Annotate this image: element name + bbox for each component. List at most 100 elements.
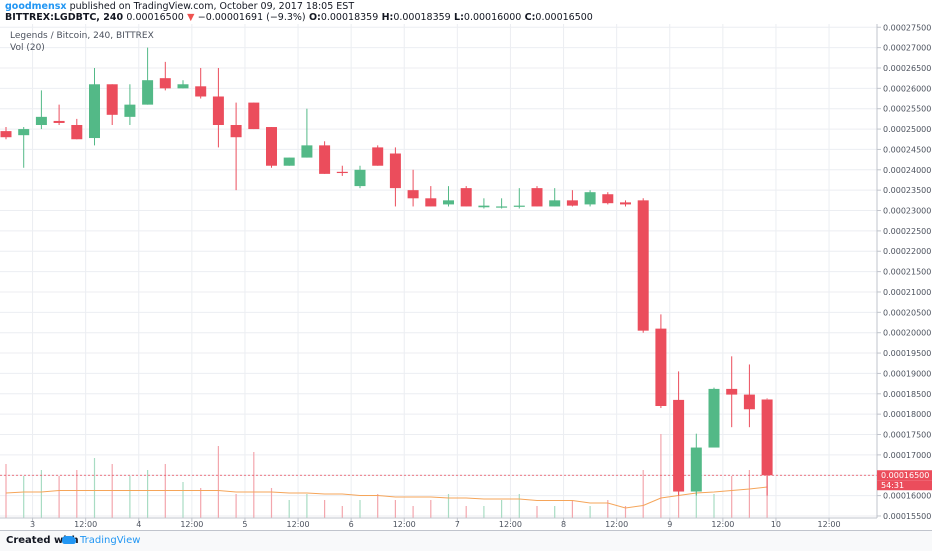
- candle-body: [124, 104, 136, 117]
- candle-body: [159, 78, 171, 89]
- published-text: published on TradingView.com, October 09…: [66, 1, 355, 12]
- candle-body: [584, 192, 596, 205]
- time-tick-label: 10: [771, 520, 781, 529]
- price-tick-label: 0.00024000: [883, 166, 931, 175]
- price-tick-label: 0.00018000: [883, 410, 931, 419]
- candle-body: [266, 127, 277, 166]
- candle-body: [354, 169, 366, 187]
- candle-body: [443, 200, 454, 205]
- candle-body: [212, 96, 224, 125]
- time-tick-label: 12:00: [711, 520, 734, 529]
- price-tick-label: 0.00016000: [883, 492, 931, 501]
- price-tick-label: 0.00023000: [883, 207, 931, 216]
- open-value: 0.00018359: [320, 12, 379, 23]
- candle-body: [283, 157, 295, 166]
- candle-body: [425, 198, 437, 207]
- candle-body: [372, 147, 384, 166]
- price-tick-label: 0.00025500: [883, 105, 931, 114]
- candle-body: [708, 388, 720, 448]
- open-label: O:: [308, 12, 321, 23]
- price-tick-label: 0.00024500: [883, 145, 931, 154]
- candle-body: [690, 447, 702, 492]
- candle-body: [53, 120, 65, 123]
- candle-body: [407, 190, 419, 199]
- grid: [0, 24, 877, 518]
- tradingview-logo-icon: [62, 536, 76, 544]
- candle-body: [177, 84, 189, 89]
- symbol-line: BITTREX:LGDBTC, 240 0.00016500 ▼ −0.0000…: [5, 12, 593, 23]
- time-tick-label: 12:00: [499, 520, 522, 529]
- tradingview-link[interactable]: TradingView: [80, 535, 141, 546]
- down-arrow-icon: ▼: [187, 12, 195, 23]
- price-tick-label: 0.00021500: [883, 268, 931, 277]
- price-tick-label: 0.00025000: [883, 125, 931, 134]
- candle-body: [230, 124, 242, 138]
- candle-body: [0, 131, 12, 138]
- candle-body: [549, 200, 561, 207]
- countdown-label: 54:31: [881, 481, 904, 490]
- low-value: 0.00016000: [463, 12, 522, 23]
- high-value: 0.00018359: [393, 12, 451, 23]
- symbol-label: BITTREX:LGDBTC, 240: [5, 12, 124, 23]
- candle-body: [195, 86, 207, 97]
- time-tick-label: 3: [30, 520, 35, 529]
- last-price-text: 0.00016500: [126, 12, 184, 23]
- price-tick-label: 0.00019500: [883, 349, 931, 358]
- candle-body: [248, 102, 260, 130]
- price-axis: 0.00027500 0.00027000 0.00026500 0.00026000…: [877, 23, 931, 521]
- time-tick-label: 7: [455, 520, 460, 529]
- candle-body: [71, 124, 83, 140]
- chart-title: Legends / Bitcoin, 240, BITTREX: [10, 31, 154, 41]
- price-tick-label: 0.00020500: [883, 308, 931, 317]
- time-tick-label: 12:00: [818, 520, 841, 529]
- time-tick-label: 5: [242, 520, 247, 529]
- candle-body: [89, 84, 100, 139]
- price-chart[interactable]: 0.00027500 0.00027000 0.00026500 0.00026000…: [0, 23, 932, 530]
- time-tick-label: 4: [136, 520, 141, 529]
- time-tick-label: 12:00: [74, 520, 97, 529]
- candle-body: [620, 202, 631, 205]
- price-tick-label: 0.00022000: [883, 247, 931, 256]
- candle-body: [142, 80, 154, 105]
- chart-header: goodmensx published on TradingView.com, …: [0, 0, 932, 24]
- price-tick-label: 0.00027000: [883, 44, 931, 53]
- price-tick-label: 0.00021000: [883, 288, 931, 297]
- time-tick-label: 12:00: [605, 520, 628, 529]
- close-value: 0.00016500: [535, 12, 593, 23]
- candle-body: [761, 399, 773, 476]
- author-link[interactable]: goodmensx: [5, 1, 67, 12]
- price-tick-label: 0.00026500: [883, 64, 931, 73]
- last-price-label: 0.00016500: [881, 471, 929, 480]
- candle-body: [460, 188, 472, 207]
- price-tick-label: 0.00022500: [883, 227, 931, 236]
- candle-body: [726, 388, 738, 395]
- chart-area[interactable]: 0.00027500 0.00027000 0.00026500 0.00026000…: [0, 23, 932, 530]
- candle-body: [655, 328, 667, 407]
- candle-body: [35, 116, 47, 125]
- price-tick-label: 0.00017000: [883, 451, 931, 460]
- last-price-badge: 0.00016500 54:31: [877, 470, 932, 491]
- candle-body: [513, 205, 525, 207]
- candle-body: [602, 194, 614, 204]
- time-tick-label: 9: [667, 520, 672, 529]
- time-axis: 3 12:00 4 12:00 5 12:00 6 12:00 7 12:00 8 12:00 9 12:…: [30, 518, 841, 529]
- candle-body: [336, 171, 348, 174]
- footer: Created with TradingView: [0, 530, 932, 551]
- candle-body: [319, 145, 331, 174]
- price-tick-label: 0.00027500: [883, 24, 931, 32]
- candle-body: [496, 206, 508, 208]
- candle-body: [531, 188, 543, 207]
- price-tick-label: 0.00023500: [883, 186, 931, 195]
- candle-body: [673, 399, 685, 492]
- price-tick-label: 0.00020000: [883, 329, 931, 338]
- candle-body: [389, 153, 401, 189]
- candles: [0, 47, 773, 496]
- candle-body: [301, 145, 313, 158]
- high-label: H:: [381, 12, 394, 23]
- volume-ma-line: [5, 486, 768, 509]
- time-tick-label: 12:00: [393, 520, 416, 529]
- low-label: L:: [454, 12, 464, 23]
- candle-body: [743, 394, 755, 410]
- price-tick-label: 0.00018500: [883, 390, 931, 399]
- volume-legend: Vol (20): [10, 43, 45, 53]
